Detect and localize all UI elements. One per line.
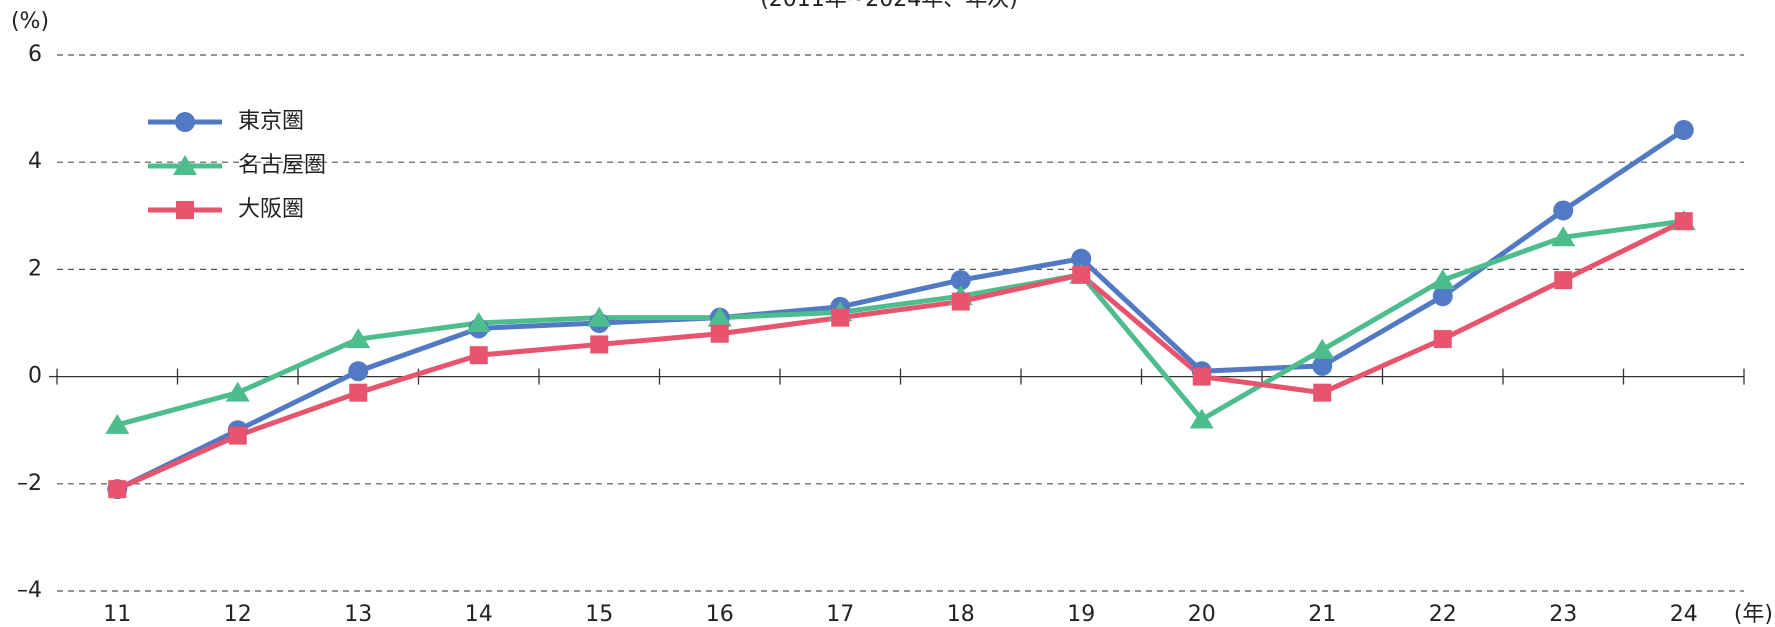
legend-label: 東京圏 [238,109,304,134]
marker [348,361,369,382]
marker [1551,226,1576,247]
x-tick-label: 15 [585,602,613,627]
marker [710,324,729,343]
marker [1674,212,1693,231]
marker [225,381,250,402]
x-tick-label: 13 [344,602,372,627]
x-tick-label: 12 [224,602,252,627]
marker [1071,248,1092,269]
x-axis-label: (年) [1734,602,1773,627]
marker [1433,330,1452,349]
y-tick-label: –2 [17,471,42,496]
marker [587,306,612,327]
marker [176,201,194,219]
x-tick-label: 17 [826,602,854,627]
y-tick-label: 0 [28,364,42,389]
marker [707,306,732,327]
y-axis-label: (%) [11,9,49,34]
marker [466,312,491,332]
series-line [116,127,1686,492]
marker [951,292,970,311]
x-tick-label: 16 [706,602,734,627]
marker [950,270,971,291]
marker [1554,271,1573,290]
marker [831,308,850,327]
chart-subtitle: (2011年~2024年、年次) [760,0,1018,12]
marker [1430,269,1455,290]
y-tick-label: 4 [28,149,42,174]
x-tick-label: 23 [1549,602,1577,627]
marker [590,335,609,354]
legend-label: 名古屋圏 [238,153,326,178]
x-tick-label: 14 [465,602,493,627]
y-tick-label: 2 [28,256,42,281]
x-tick-label: 18 [947,602,975,627]
y-tick-label: 6 [28,42,42,67]
marker [349,383,368,402]
marker [469,346,488,365]
series-line [116,218,1685,428]
marker [175,112,195,132]
series-line [116,218,1685,492]
y-tick-label: –4 [17,578,42,603]
marker [108,480,127,499]
marker [228,426,247,445]
marker [173,155,197,175]
marker [1432,286,1453,307]
x-tick-label: 24 [1670,602,1698,627]
marker [1192,367,1211,386]
legend-label: 大阪圏 [238,197,304,222]
marker [1553,200,1574,221]
x-tick-label: 22 [1429,602,1457,627]
marker [105,413,130,434]
x-tick-label: 20 [1188,602,1216,627]
marker [1072,265,1091,284]
x-tick-label: 21 [1308,602,1336,627]
marker [1310,338,1335,359]
marker [1673,120,1694,141]
x-tick-label: 19 [1067,602,1095,627]
marker [1312,355,1333,376]
marker [346,328,371,349]
marker [1313,383,1332,402]
marker [1189,408,1214,429]
x-tick-label: 11 [103,602,131,627]
